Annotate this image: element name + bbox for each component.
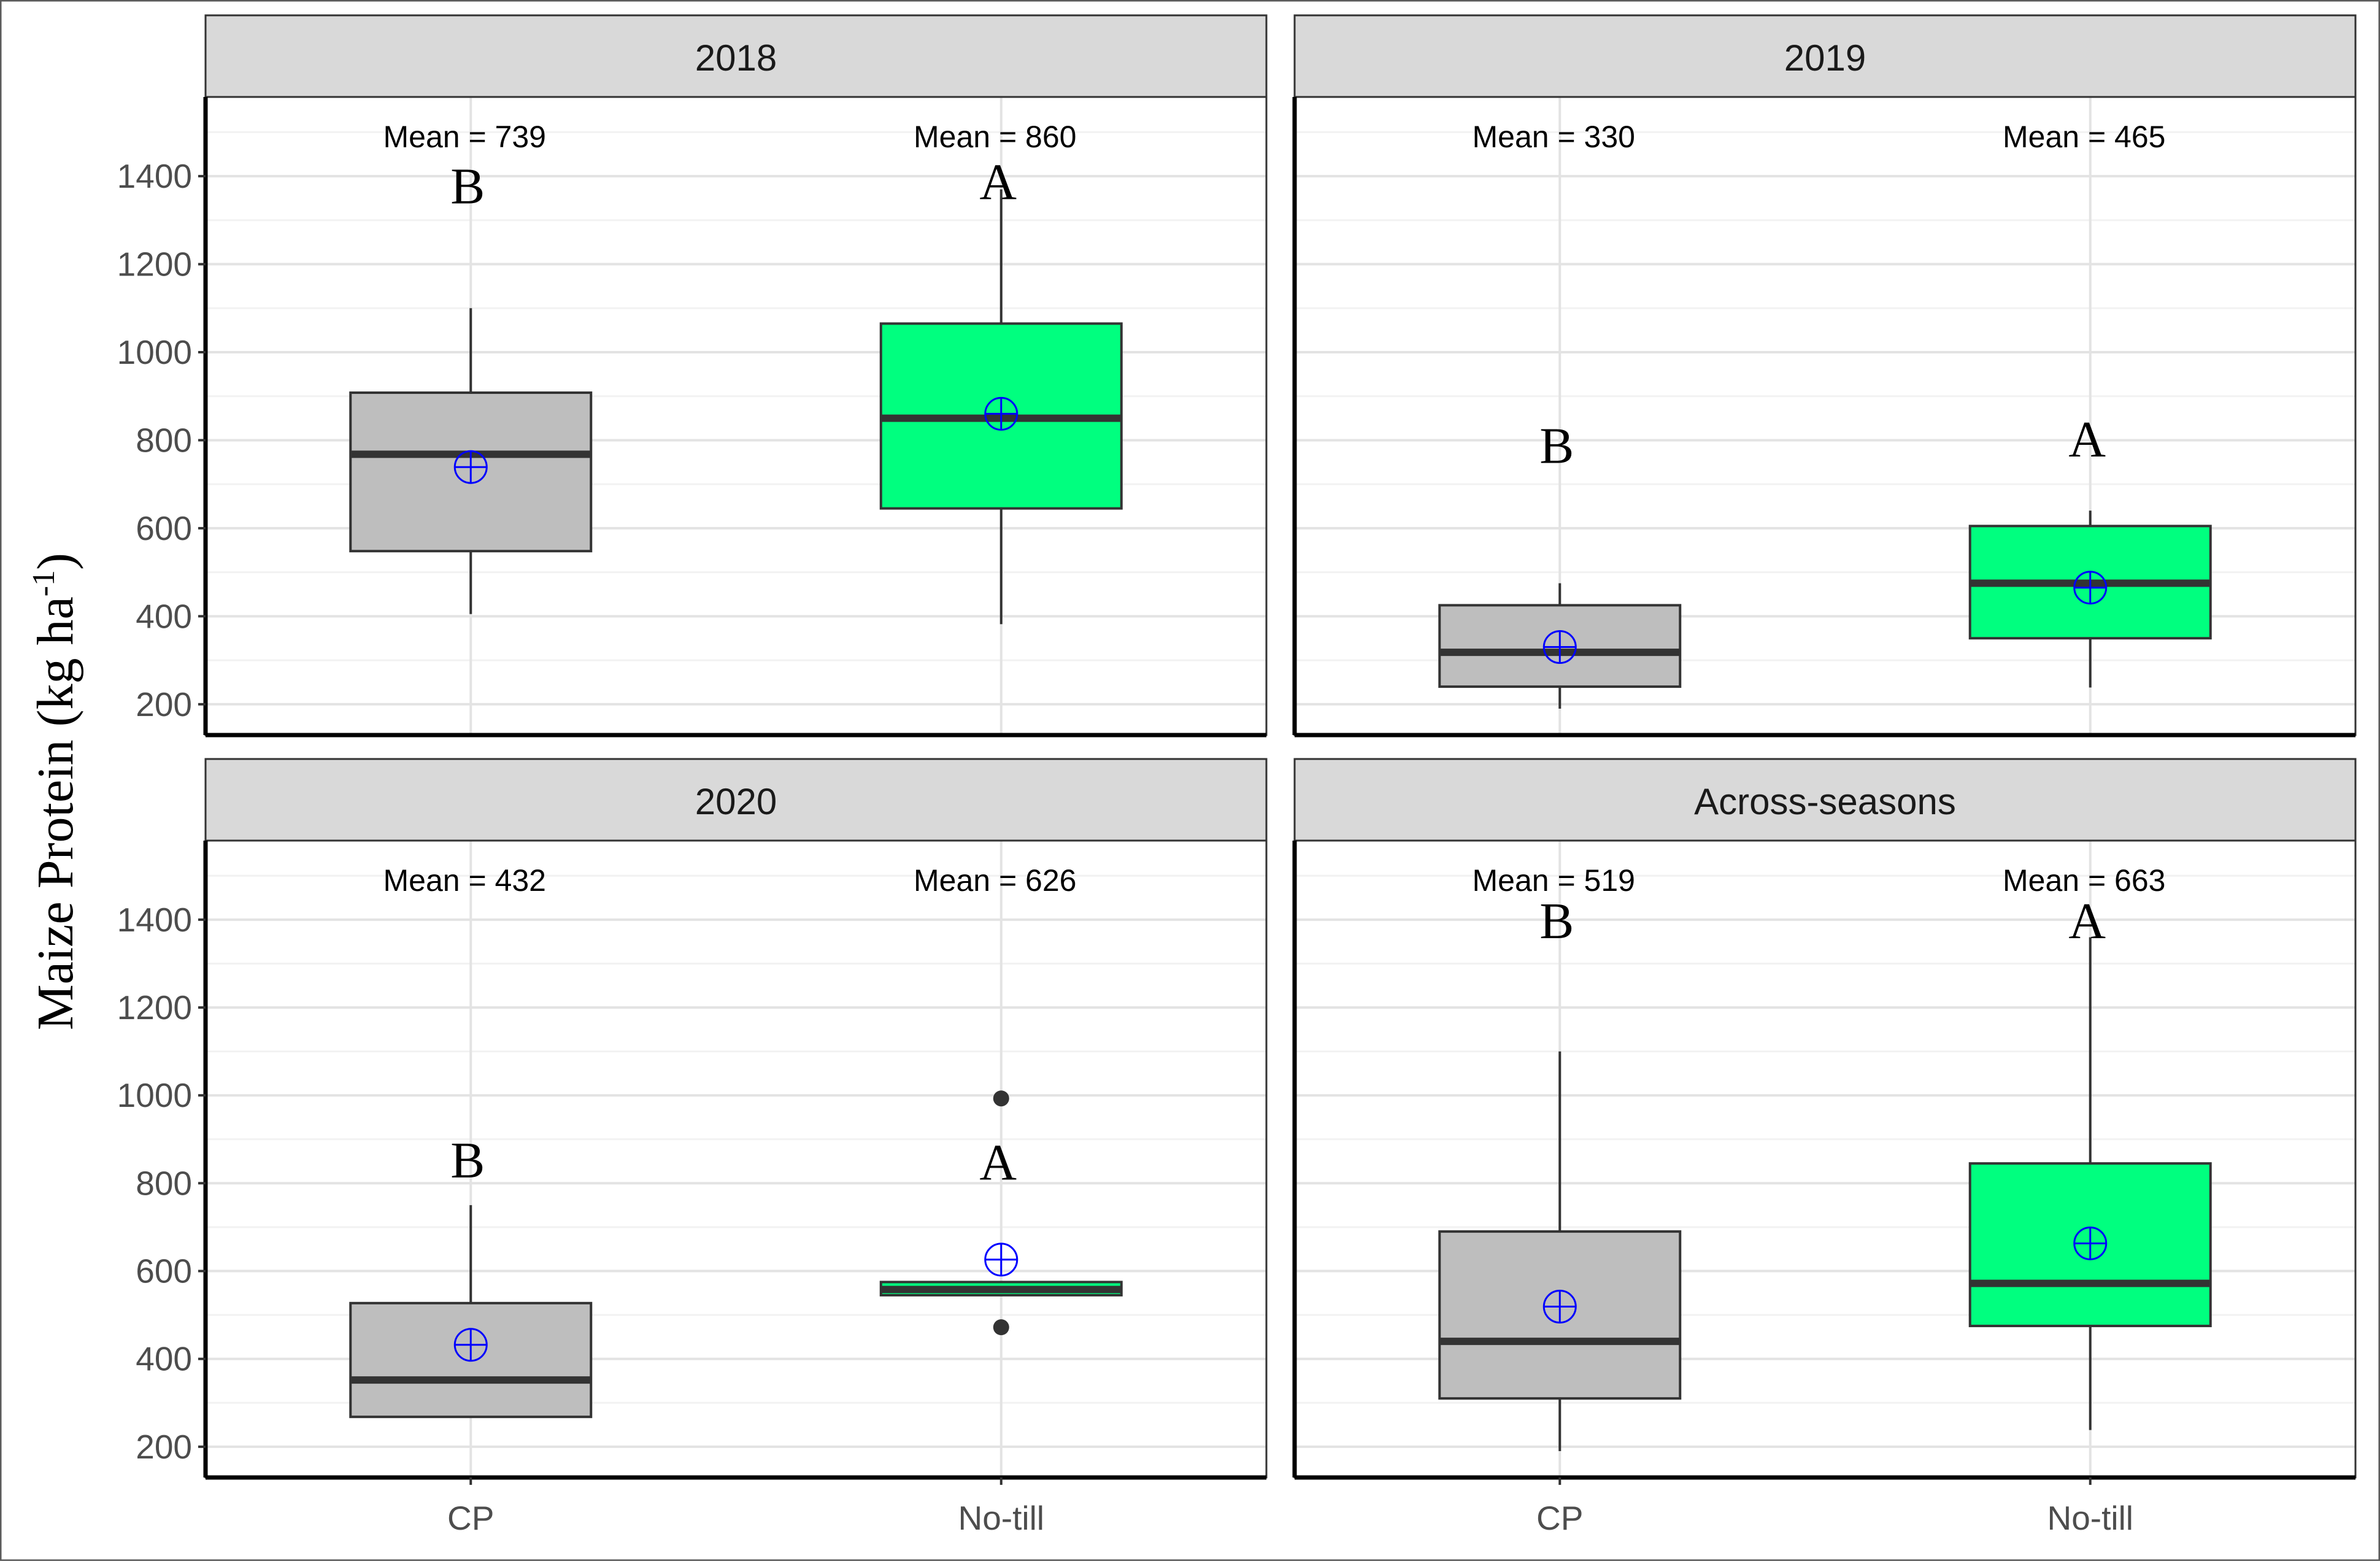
outlier-point xyxy=(993,1319,1009,1336)
y-tick-label: 600 xyxy=(136,1252,192,1290)
strip-title: 2018 xyxy=(695,37,777,79)
box-cp: Mean = 739 B xyxy=(349,120,593,614)
box-cp: Mean = 432 B xyxy=(349,863,593,1419)
outlier-point xyxy=(993,1090,1009,1107)
strip-header xyxy=(1293,758,2357,842)
y-tick-label: 1000 xyxy=(117,1076,192,1114)
mean-label: Mean = 519 xyxy=(1473,863,1635,898)
significance-letter: B xyxy=(450,1132,485,1189)
y-tick-label: 600 xyxy=(136,509,192,547)
y-axis-label-main: Maize Protein (kg ha xyxy=(27,596,84,1030)
significance-letter: A xyxy=(979,153,1017,210)
y-tick-label: 1200 xyxy=(117,245,192,283)
y-tick-label: 200 xyxy=(136,1428,192,1466)
box-no-till: Mean = 626 A xyxy=(879,863,1123,1336)
strip-title: 2020 xyxy=(695,781,777,822)
significance-letter: B xyxy=(1539,418,1574,475)
x-tick-label: No-till xyxy=(2047,1499,2133,1537)
x-tick-label: CP xyxy=(447,1499,494,1537)
box-no-till: Mean = 465 A xyxy=(1968,120,2212,688)
y-tick-label: 1400 xyxy=(117,901,192,939)
strip-header xyxy=(204,14,1268,98)
strip-title: Across-seasons xyxy=(1694,781,1956,822)
strip-header xyxy=(204,758,1268,842)
y-tick-label: 400 xyxy=(136,597,192,635)
y-tick-label: 1400 xyxy=(117,157,192,195)
mean-label: Mean = 330 xyxy=(1473,120,1635,154)
significance-letter: A xyxy=(979,1134,1017,1192)
mean-label: Mean = 663 xyxy=(2003,863,2165,898)
y-tick-label: 400 xyxy=(136,1340,192,1378)
mean-label: Mean = 465 xyxy=(2003,120,2165,154)
strip-title: 2019 xyxy=(1784,37,1866,79)
y-tick-label: 1000 xyxy=(117,333,192,371)
mean-label: Mean = 432 xyxy=(383,863,546,898)
y-tick-label: 200 xyxy=(136,685,192,723)
box-cp: Mean = 330 B xyxy=(1438,120,1682,709)
mean-label: Mean = 860 xyxy=(914,120,1076,154)
significance-letter: B xyxy=(450,158,485,215)
x-tick-label: No-till xyxy=(958,1499,1044,1537)
x-tick-label: CP xyxy=(1536,1499,1583,1537)
y-axis-label-superscript: -1 xyxy=(26,570,61,596)
significance-letter: B xyxy=(1539,893,1574,950)
y-tick-label: 1200 xyxy=(117,988,192,1027)
panel-2: 2019 Mean = 330 B Mean = 465 A xyxy=(1292,14,2357,738)
strip-header xyxy=(1293,14,2357,98)
box-iqr xyxy=(349,1301,593,1419)
panel-3: 2020 Mean = 432 B Mean = 626 A 200 400 600 800 10… xyxy=(117,758,1268,1537)
significance-letter: A xyxy=(2068,893,2106,950)
mean-label: Mean = 739 xyxy=(383,120,546,154)
y-axis-label-close: ) xyxy=(27,553,84,570)
significance-letter: A xyxy=(2068,411,2106,468)
mean-label: Mean = 626 xyxy=(914,863,1076,898)
y-axis-label: Maize Protein (kg ha-1) xyxy=(26,553,84,1030)
y-tick-label: 800 xyxy=(136,1164,192,1202)
y-tick-label: 800 xyxy=(136,421,192,459)
